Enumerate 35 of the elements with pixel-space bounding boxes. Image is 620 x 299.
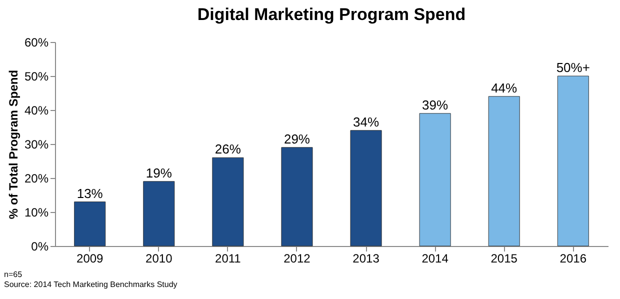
y-tick-label: 20% (24, 172, 49, 186)
x-tick-label: 2010 (146, 252, 173, 266)
y-tick-label: 30% (24, 138, 49, 152)
bar (350, 130, 382, 246)
data-label: 34% (353, 114, 380, 130)
data-label: 50%+ (556, 60, 590, 75)
data-label: 29% (284, 131, 310, 146)
bar (74, 202, 106, 246)
data-label: 13% (76, 186, 104, 201)
x-tick-label: 2011 (215, 252, 242, 266)
y-tick-label: 10% (24, 206, 49, 220)
x-tick-label: 2014 (422, 252, 449, 266)
y-tick-label: 50% (24, 70, 49, 84)
text: n=65 (4, 270, 24, 280)
y-axis-title: % of Total Program Spend (6, 70, 20, 220)
x-tick-label: 2013 (352, 252, 380, 266)
x-tick-label: 2012 (284, 252, 311, 266)
chart-title: Digital Marketing Program Spend (197, 5, 466, 24)
source-note: Source: 2014 Tech Marketing Benchmarks Study (4, 280, 178, 290)
data-label: 44% (491, 80, 518, 96)
x-tick-label: 2009 (76, 252, 104, 266)
data-label: 19% (146, 165, 172, 180)
x-tick-label: 2015 (490, 252, 518, 266)
bar (419, 113, 451, 246)
data-label: 26% (214, 142, 242, 157)
y-tick-label: 0% (31, 240, 49, 254)
x-tick-label: 2016 (560, 252, 587, 266)
bar (557, 76, 589, 246)
data-label: 39% (422, 97, 448, 112)
bar (281, 147, 313, 246)
y-tick-label: 40% (24, 104, 49, 118)
bar (212, 157, 244, 246)
bar (488, 96, 520, 246)
y-tick-label: 60% (24, 36, 49, 50)
bar (143, 181, 175, 246)
